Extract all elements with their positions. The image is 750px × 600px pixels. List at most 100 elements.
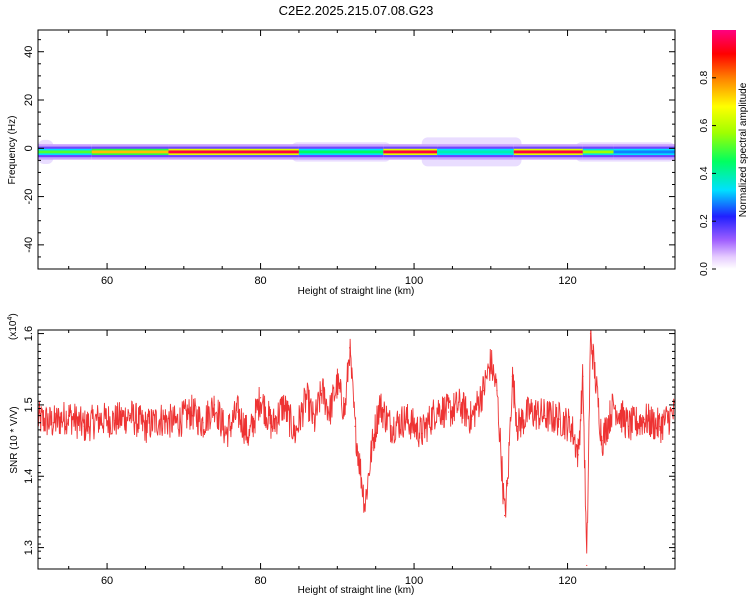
snr-point	[359, 468, 361, 470]
snr-point	[282, 404, 285, 406]
snr-point	[259, 397, 262, 399]
snr-x-tick-label: 80	[254, 575, 266, 587]
spectrogram-band-core	[38, 150, 92, 154]
snr-point	[659, 425, 661, 427]
colorbar-tick-label: 0.0	[699, 262, 710, 276]
snr-point	[601, 439, 603, 442]
snr-point	[213, 404, 216, 406]
snr-x-tick-label: 60	[101, 575, 113, 587]
snr-point	[160, 418, 162, 420]
snr-point	[294, 432, 296, 435]
snr-point	[613, 404, 615, 406]
snr-point	[390, 425, 392, 427]
colorbar: 0.0 0.2 0.4 0.6 0.8 Normalized spectral ampl…	[699, 30, 749, 276]
spectrogram-band-core	[513, 150, 583, 154]
colorbar-label: Normalized spectral amplitude	[738, 82, 749, 217]
spectrogram-band-core	[613, 150, 675, 154]
spectrogram-x-tick-label: 100	[405, 275, 423, 287]
spectrogram-y-tick-label: 0	[23, 145, 35, 151]
snr-y-tick-label: 1.3	[23, 540, 35, 555]
snr-point	[421, 432, 423, 435]
snr-point	[321, 390, 323, 392]
colorbar-tick-label: 0.4	[699, 166, 710, 180]
colorbar-tick-label: 0.8	[699, 70, 710, 84]
snr-point	[348, 347, 351, 349]
snr-y-tick-label: 1.5	[23, 397, 35, 412]
colorbar-ticks: 0.0 0.2 0.4 0.6 0.8	[699, 70, 716, 276]
colorbar-tick-label: 0.6	[699, 118, 710, 132]
spectrogram-band-core	[298, 150, 384, 154]
spectrogram-y-ticks: 40 20 0 -20 -40	[23, 39, 675, 258]
snr-point	[504, 514, 506, 517]
snr-y-multiplier-close: )	[8, 313, 19, 316]
snr-point	[507, 482, 509, 484]
spectrogram-y-tick-label: -20	[23, 189, 35, 205]
snr-y-axis-label: SNR (10 * V/V)	[9, 406, 20, 473]
snr-x-tick-label: 100	[405, 575, 423, 587]
snr-point	[190, 411, 193, 413]
snr-point	[628, 425, 630, 427]
spectrogram-heatmap	[38, 137, 675, 167]
snr-point	[570, 425, 572, 427]
colorbar-tick-label: 0.2	[699, 214, 710, 228]
snr-point	[490, 361, 492, 363]
spectrogram-band-core	[437, 150, 514, 154]
spectrogram-band-core	[168, 150, 299, 154]
svg-text:(x104): (x104)	[7, 313, 19, 340]
snr-point	[378, 404, 381, 406]
snr-point	[500, 461, 503, 463]
snr-point	[511, 375, 513, 377]
figure-title: C2E2.2025.215.07.08.G23	[279, 3, 434, 18]
snr-point	[471, 418, 473, 420]
snr-point	[114, 420, 116, 422]
spectrogram-band-core	[582, 150, 614, 154]
snr-y-ticks: 1.3 1.4 1.5 1.6	[23, 326, 675, 559]
snr-point	[306, 397, 308, 399]
snr-point	[447, 411, 450, 413]
snr-point	[582, 375, 584, 377]
snr-panel: 60 80 100 120 1.3 1.4 1.5 1.6 Height of straig…	[7, 313, 676, 596]
snr-series	[38, 330, 675, 567]
snr-point	[593, 368, 596, 370]
snr-point	[482, 390, 484, 392]
snr-x-axis-label: Height of straight line (km)	[298, 585, 415, 596]
snr-point	[364, 504, 366, 506]
snr-point	[436, 407, 438, 410]
snr-y-multiplier-exponent: 4	[7, 317, 14, 321]
snr-point	[336, 382, 338, 385]
spectrogram-y-tick-label: 20	[23, 94, 35, 106]
snr-point	[496, 390, 498, 392]
snr-point	[236, 411, 239, 413]
snr-point	[586, 564, 588, 567]
snr-point	[589, 332, 592, 335]
snr-point	[577, 454, 579, 456]
spectrogram-x-tick-label: 120	[558, 275, 576, 287]
snr-point	[643, 418, 645, 420]
snr-point	[83, 425, 85, 427]
snr-point	[225, 432, 227, 435]
snr-point	[329, 411, 331, 413]
snr-point	[68, 415, 70, 417]
colorbar-gradient	[712, 30, 736, 269]
snr-point	[313, 422, 315, 424]
spectrogram-x-axis-label: Height of straight line (km)	[298, 286, 415, 297]
snr-point	[144, 425, 147, 427]
spectrogram-y-axis-label: Frequency (Hz)	[7, 116, 18, 185]
snr-point	[405, 418, 407, 420]
snr-point	[559, 418, 561, 420]
snr-y-multiplier-base: (x10	[8, 320, 19, 340]
spectrogram-y-tick-label: 40	[23, 46, 35, 58]
spectrogram-x-tick-label: 60	[101, 275, 113, 287]
snr-point	[354, 425, 356, 427]
snr-point	[517, 425, 519, 427]
spectrogram-x-tick-label: 80	[254, 275, 266, 287]
snr-frame	[37, 329, 676, 570]
snr-point	[459, 404, 461, 406]
snr-point	[202, 422, 204, 424]
snr-y-multiplier: (x104)	[7, 313, 19, 340]
spectrogram-y-tick-label: -40	[23, 237, 35, 253]
snr-point	[129, 415, 131, 417]
snr-point	[344, 411, 346, 413]
snr-point	[528, 411, 530, 413]
